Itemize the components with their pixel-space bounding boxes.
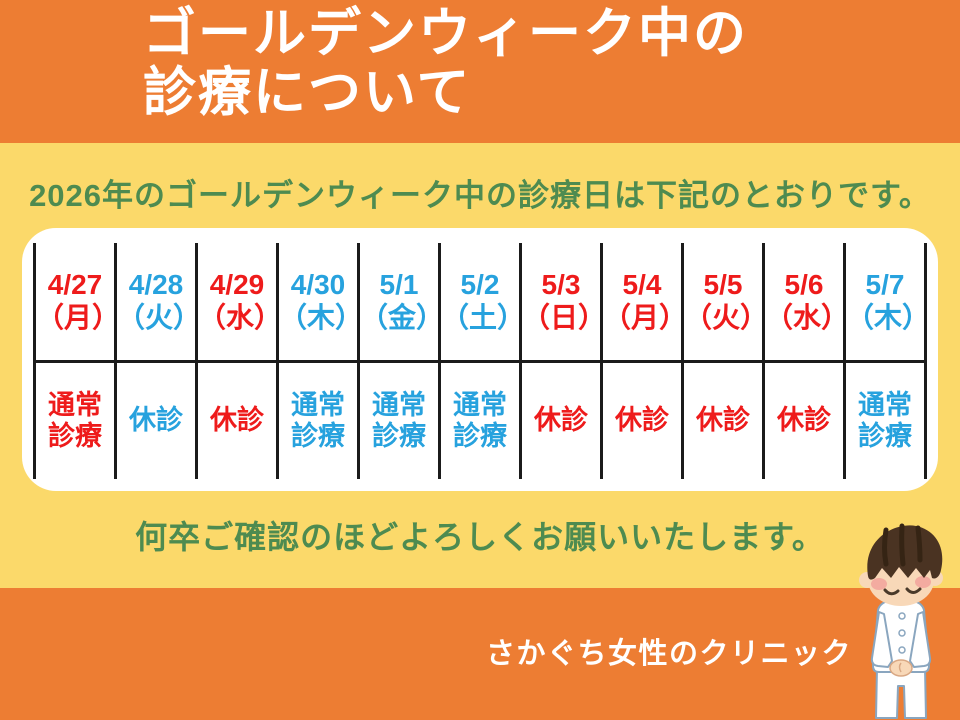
status-cell: 休診	[195, 361, 279, 479]
header-band: ゴールデンウィーク中の 診療について	[0, 0, 960, 143]
date-label: 4/29	[209, 268, 265, 300]
weekday-label: （日）	[522, 302, 607, 334]
date-cell: 4/30 （木）	[276, 243, 364, 363]
status-cell: 休診	[600, 361, 684, 479]
footer-band	[0, 588, 960, 720]
date-cell: 5/5 （火）	[681, 243, 769, 363]
nurse-fingers	[898, 662, 902, 673]
nurse-button-2	[898, 629, 906, 637]
nurse-legs	[875, 667, 927, 719]
date-cell: 5/3 （日）	[519, 243, 607, 363]
date-label: 5/1	[379, 268, 419, 300]
status-cell: 休診	[762, 361, 846, 479]
date-cell: 5/1 （金）	[357, 243, 445, 363]
status-label: 通常	[291, 389, 345, 420]
status-label: 診療	[453, 420, 507, 451]
weekday-label: （火）	[684, 302, 769, 334]
weekday-label: （土）	[441, 302, 526, 334]
status-cell: 休診	[519, 361, 603, 479]
date-cell: 5/4 （月）	[600, 243, 688, 363]
status-label: 診療	[291, 420, 345, 451]
status-label: 通常	[858, 389, 912, 420]
status-label: 診療	[372, 420, 426, 451]
date-label: 5/3	[541, 268, 581, 300]
status-label: 通常	[372, 389, 426, 420]
date-cell: 4/27 （月）	[33, 243, 121, 363]
weekday-label: （月）	[603, 302, 688, 334]
nurse-cheek-left	[871, 578, 887, 590]
nurse-right-arm	[909, 611, 932, 668]
status-cell: 通常 診療	[33, 361, 117, 479]
intro-text: 2026年のゴールデンウィーク中の診療日は下記のとおりです。	[29, 178, 931, 213]
date-label: 4/30	[290, 268, 346, 300]
nurse-hair-streak-3	[915, 525, 923, 563]
status-cell: 通常 診療	[276, 361, 360, 479]
date-label: 4/28	[128, 268, 184, 300]
date-cell: 5/2 （土）	[438, 243, 526, 363]
status-cell: 通常 診療	[438, 361, 522, 479]
status-cell: 通常 診療	[843, 361, 927, 479]
status-cell: 休診	[114, 361, 198, 479]
status-label: 診療	[48, 420, 102, 451]
weekday-label: （月）	[36, 302, 121, 334]
date-label: 5/4	[622, 268, 662, 300]
status-cell: 休診	[681, 361, 765, 479]
page-title: ゴールデンウィーク中の 診療について	[143, 4, 943, 123]
status-label: 通常	[453, 389, 507, 420]
date-label: 4/27	[47, 268, 103, 300]
nurse-hair-streak-1	[882, 527, 889, 567]
date-label: 5/6	[784, 268, 824, 300]
weekday-label: （木）	[846, 302, 931, 334]
weekday-label: （水）	[765, 302, 850, 334]
date-cell: 5/6 （水）	[762, 243, 850, 363]
page-title-line2: 診療について	[143, 63, 472, 123]
page-title-line1: ゴールデンウィーク中の	[143, 4, 748, 63]
nurse-hair	[867, 525, 943, 580]
nurse-eye-right	[905, 587, 922, 594]
weekday-label: （水）	[198, 302, 283, 334]
date-cell: 4/28 （火）	[114, 243, 202, 363]
nurse-left-arm	[870, 611, 893, 668]
nurse-hair-streak-2	[899, 523, 906, 567]
date-row: 4/27 （月） 4/28 （火） 4/29 （水） 4/30 （木） 5/1 （金） 5/2 （土）…	[33, 243, 931, 363]
bowing-nurse-illustration	[859, 523, 943, 719]
nurse-button-3	[898, 646, 906, 654]
nurse-cheek-right	[915, 576, 931, 588]
nurse-hands	[889, 659, 913, 677]
nurse-button-1	[898, 612, 906, 620]
date-label: 5/5	[703, 268, 743, 300]
date-cell: 4/29 （水）	[195, 243, 283, 363]
closing-text: 何卒ご確認のほどよろしくお願いいたします。	[135, 519, 825, 555]
clinic-name: さかぐち女性のクリニック	[486, 638, 853, 670]
status-label: 通常	[48, 389, 102, 420]
schedule-card: 4/27 （月） 4/28 （火） 4/29 （水） 4/30 （木） 5/1 （金） 5/2 （土）…	[22, 228, 938, 491]
status-label: 診療	[858, 420, 912, 451]
date-cell: 5/7 （木）	[843, 243, 931, 363]
weekday-label: （火）	[117, 302, 202, 334]
weekday-label: （木）	[279, 302, 364, 334]
schedule-table: 4/27 （月） 4/28 （火） 4/29 （水） 4/30 （木） 5/1 （金） 5/2 （土）…	[33, 243, 931, 479]
date-label: 5/2	[460, 268, 500, 300]
weekday-label: （金）	[360, 302, 445, 334]
nurse-eye-left	[883, 588, 900, 596]
date-label: 5/7	[865, 268, 905, 300]
status-row: 通常 診療 休診 休診 通常 診療 通常 診療 通常 診療 休診 休診 休診 休診 通常 診療	[33, 361, 927, 479]
status-cell: 通常 診療	[357, 361, 441, 479]
